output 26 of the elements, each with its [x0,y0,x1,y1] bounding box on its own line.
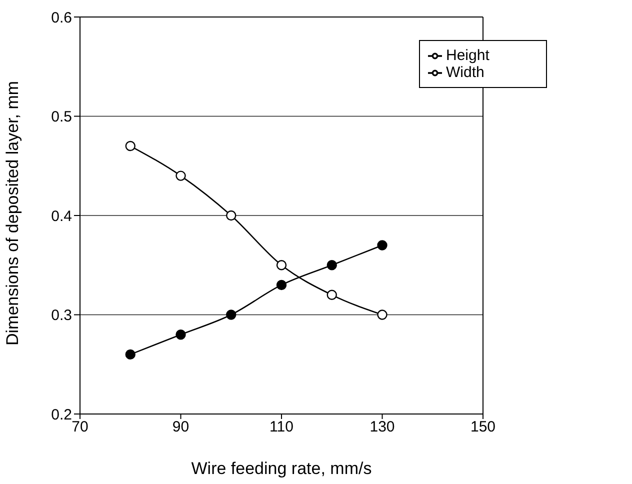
y-tick-label: 0.2 [51,406,72,424]
point [377,310,388,320]
legend-label: Height [446,47,490,64]
y-tick-label: 0.5 [51,108,72,126]
x-tick-label: 130 [370,418,395,436]
x-axis-title: Wire feeding rate, mm/s [191,459,372,478]
x-tick-label: 90 [172,418,190,436]
point [176,170,186,181]
point [326,260,337,270]
point [326,290,337,300]
point [276,280,287,290]
point [226,310,236,320]
x-tick-label: 110 [270,418,294,436]
legend-label: Width [446,64,484,81]
y-tick-label: 0.6 [51,9,72,26]
point [276,260,287,270]
x-tick-label: 150 [470,418,496,436]
point [125,349,136,360]
point [226,210,236,221]
point [125,140,136,152]
y-tick-label: 0.3 [51,307,72,324]
point [377,240,388,250]
y-axis-title: Dimensions of deposited layer, mm [3,80,22,346]
point [176,330,186,340]
y-tick-label: 0.4 [51,208,72,225]
x-tick-label: 70 [72,418,88,436]
